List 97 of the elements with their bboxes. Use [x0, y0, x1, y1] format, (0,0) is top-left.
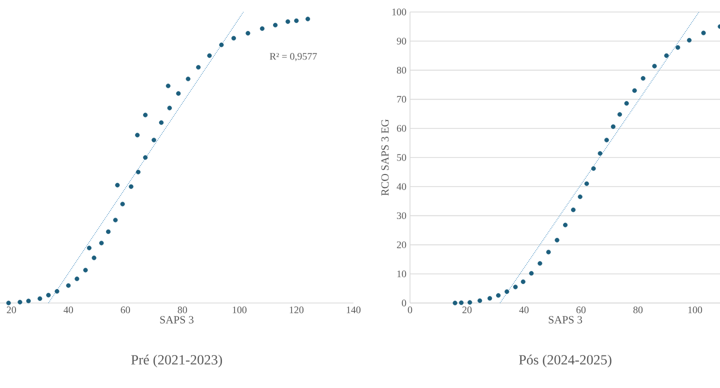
x-axis-title: SAPS 3 — [160, 316, 194, 324]
point — [584, 181, 589, 186]
point — [135, 132, 140, 138]
y-tick-label: 70 — [397, 96, 406, 103]
x-tick-label: 100 — [232, 306, 247, 314]
point — [166, 84, 170, 88]
annotation: R² = 0,9577 — [270, 53, 317, 62]
y-tick-label: 0 — [402, 300, 406, 306]
point — [488, 296, 492, 301]
point — [115, 182, 120, 188]
point — [652, 64, 657, 68]
point — [38, 296, 42, 301]
y-tick-label: 100 — [392, 8, 406, 16]
point — [152, 138, 156, 142]
point — [554, 238, 560, 242]
x-tick-label: 80 — [178, 306, 188, 314]
point — [186, 76, 190, 82]
point — [260, 26, 264, 31]
x-tick-label: 40 — [519, 306, 529, 314]
point — [106, 229, 111, 234]
point — [196, 64, 201, 70]
point — [99, 240, 104, 246]
y-tick-label: 50 — [397, 154, 406, 161]
point — [113, 218, 118, 222]
point — [92, 256, 96, 260]
x-tick-label: 20 — [6, 306, 16, 314]
x-tick-label: 20 — [462, 306, 472, 314]
x-tick-label: 0 — [408, 306, 412, 314]
point — [529, 271, 534, 276]
text: Pós (2024-2025) — [519, 354, 612, 368]
point — [624, 101, 629, 106]
text: Pré (2021-2023) — [131, 354, 222, 368]
point — [676, 45, 680, 50]
x-tick-label: 60 — [576, 306, 586, 314]
point — [86, 246, 92, 250]
point — [664, 53, 669, 58]
point — [452, 300, 458, 306]
point — [246, 30, 250, 36]
point — [231, 36, 236, 40]
point — [563, 222, 568, 228]
point — [468, 300, 472, 305]
point — [6, 300, 11, 306]
point — [136, 170, 141, 174]
point — [640, 76, 646, 81]
y-tick-label: 40 — [396, 183, 406, 190]
x-tick-label: 80 — [633, 306, 643, 314]
point — [273, 22, 278, 28]
y-tick-label: 30 — [397, 212, 406, 220]
point — [504, 289, 510, 294]
point — [159, 120, 164, 125]
point — [219, 42, 224, 48]
point — [591, 166, 596, 171]
point — [578, 194, 582, 200]
point — [294, 18, 299, 24]
point — [513, 284, 518, 290]
point — [167, 106, 172, 110]
point — [18, 300, 22, 304]
point — [632, 88, 637, 93]
point — [478, 298, 482, 303]
point — [306, 16, 310, 22]
point — [74, 276, 80, 282]
x-tick-label: 120 — [290, 306, 304, 314]
x-tick-label: 40 — [64, 306, 74, 314]
point — [207, 53, 212, 58]
x-tick-label: 100 — [688, 306, 702, 314]
point — [120, 202, 125, 206]
point — [66, 283, 71, 288]
point — [54, 289, 60, 294]
point — [459, 300, 464, 305]
y-tick-label: 60 — [396, 125, 406, 132]
point — [286, 19, 290, 24]
point — [176, 91, 181, 96]
point — [570, 208, 576, 212]
point — [496, 293, 501, 298]
point — [83, 268, 88, 272]
point — [598, 151, 602, 156]
y-axis-title: RCO SAPS 3 EG — [381, 119, 389, 196]
point — [538, 261, 542, 266]
point — [610, 124, 616, 129]
x-axis-title: SAPS 3 — [548, 316, 582, 324]
y-tick-label: 80 — [396, 66, 406, 74]
point — [143, 112, 148, 118]
point — [143, 155, 148, 160]
point — [686, 38, 692, 43]
y-tick-label: 10 — [397, 270, 406, 278]
point — [128, 184, 134, 189]
point — [520, 279, 526, 284]
point — [546, 250, 551, 254]
x-tick-label: 140 — [346, 306, 361, 314]
point — [26, 298, 31, 304]
point — [604, 138, 609, 142]
point — [617, 112, 622, 117]
y-tick-label: 90 — [396, 38, 406, 44]
point — [46, 292, 51, 298]
x-tick-label: 60 — [120, 306, 130, 314]
point — [701, 30, 706, 36]
y-tick-label: 20 — [396, 241, 406, 248]
